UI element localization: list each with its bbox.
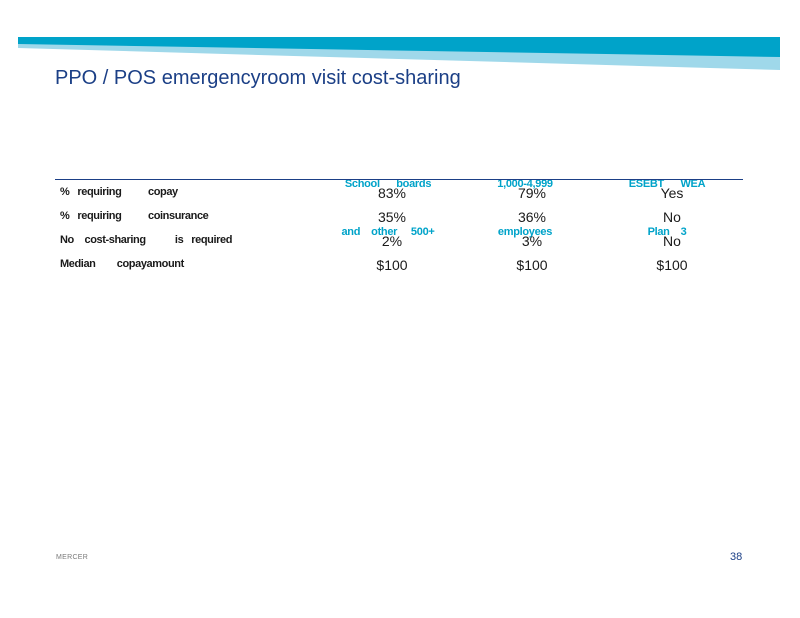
row-label: % requiring copay — [60, 186, 178, 198]
footer-brand-logo: MERCER — [56, 554, 89, 561]
table-cell: 2% — [381, 233, 403, 249]
table-cell: No — [663, 233, 681, 249]
column-header-school-boards: School boards and other 500+ — [333, 144, 443, 272]
table-cell: No — [663, 209, 681, 225]
row-label: Median copayamount — [60, 258, 184, 270]
table-cell: $100 — [516, 257, 548, 273]
banner-stripe-dark — [18, 37, 780, 57]
page-number: 38 — [730, 551, 743, 563]
header-banner — [18, 37, 780, 70]
table-cell: 36% — [517, 209, 547, 225]
row-label: No cost-sharing is required — [60, 234, 233, 246]
table-cell: 83% — [377, 185, 407, 201]
column-header-esebt-wea: ESEBT WEA Plan 3 — [612, 144, 722, 272]
column-header-line: School boards — [344, 178, 432, 190]
column-header-employees: 1,000-4,999 employees — [470, 144, 580, 272]
slide-title: PPO / POS emergencyroom visit cost-shari… — [55, 67, 461, 89]
column-header-line: employees — [497, 226, 553, 238]
table-cell: 3% — [521, 233, 543, 249]
row-label: % requiring coinsurance — [60, 210, 209, 222]
column-header-line: Plan 3 — [647, 226, 687, 238]
table-cell: $100 — [656, 257, 688, 273]
column-header-line: ESEBT WEA — [628, 178, 706, 190]
table-cell: Yes — [660, 185, 684, 201]
table-cell: 35% — [377, 209, 407, 225]
table-cell: $100 — [376, 257, 408, 273]
column-header-line: 1,000-4,999 — [497, 178, 553, 190]
table-cell: 79% — [517, 185, 547, 201]
header-divider — [55, 179, 743, 180]
column-header-line: and other 500+ — [341, 226, 435, 238]
